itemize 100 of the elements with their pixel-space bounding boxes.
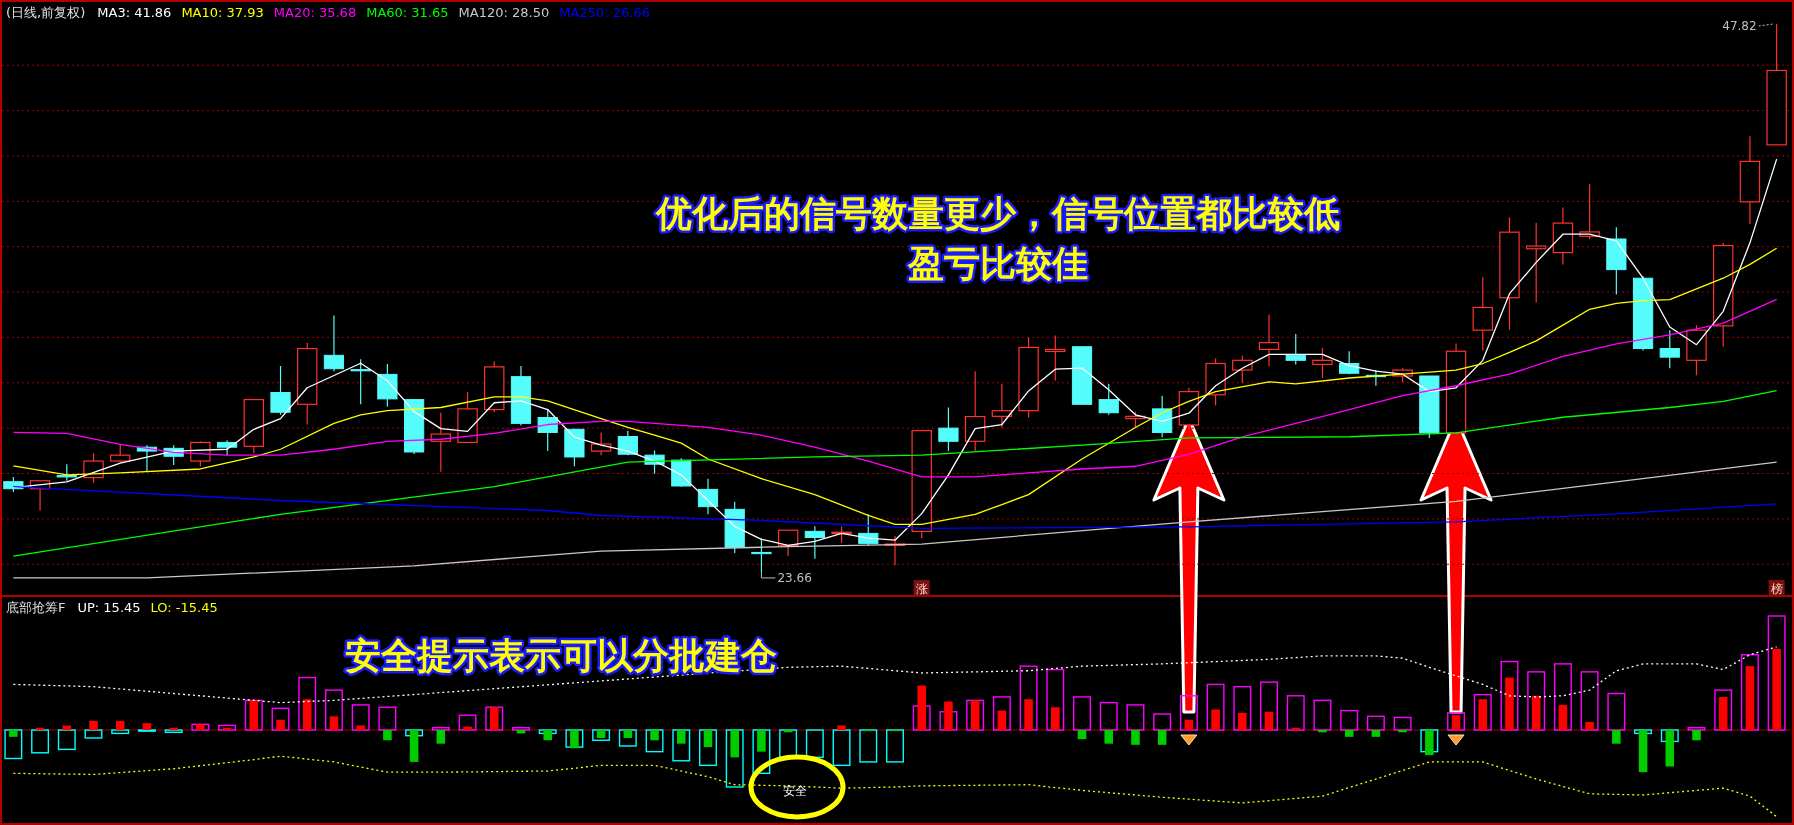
bar — [917, 685, 926, 730]
bar — [409, 730, 419, 762]
bar — [1420, 729, 1439, 753]
bar — [1745, 666, 1755, 730]
bar — [218, 724, 237, 731]
bar — [351, 704, 370, 731]
annotation: 涨 — [915, 582, 928, 596]
bar — [1527, 671, 1546, 731]
bar — [703, 730, 713, 748]
bar — [142, 723, 152, 730]
bar — [9, 730, 18, 737]
candlestick — [1232, 354, 1253, 384]
bar — [1473, 693, 1492, 731]
candlestick — [270, 365, 291, 416]
bar — [912, 705, 931, 731]
bar — [1344, 730, 1354, 737]
bar — [645, 729, 664, 753]
bar — [1238, 712, 1247, 730]
bar — [752, 729, 771, 775]
bar — [485, 706, 504, 731]
bar — [997, 710, 1007, 730]
text: LO: -15.45 — [150, 600, 218, 615]
bar — [672, 729, 691, 762]
candlestick — [1659, 329, 1680, 369]
bar — [1211, 709, 1220, 730]
bar — [1104, 730, 1114, 744]
candlestick — [537, 408, 558, 452]
bar — [805, 729, 824, 759]
candlestick — [938, 406, 959, 452]
bar — [164, 729, 183, 733]
bar — [944, 701, 953, 730]
bar — [1425, 730, 1434, 756]
bar — [1318, 730, 1327, 733]
bar — [115, 720, 125, 730]
candlestick — [991, 383, 1013, 429]
bar — [1585, 722, 1594, 730]
bar — [1184, 719, 1194, 730]
bar — [1687, 727, 1706, 731]
bar — [1531, 695, 1541, 730]
bar — [431, 727, 450, 731]
bar — [1638, 730, 1648, 773]
bar — [137, 729, 156, 732]
bar — [886, 729, 904, 763]
bar — [1500, 660, 1519, 731]
bar — [730, 730, 739, 758]
text: UP: 15.45 — [77, 600, 141, 615]
annotation: 安全 — [783, 784, 807, 798]
candlestick — [1525, 222, 1547, 304]
bar — [1077, 730, 1087, 740]
text: MA10: 37.93 — [181, 5, 264, 20]
text: MA250: 26.66 — [559, 5, 650, 20]
chart-title: (日线,前复权) — [6, 5, 86, 20]
bar — [169, 727, 178, 730]
bar — [89, 720, 98, 730]
bar — [939, 711, 958, 731]
bar — [111, 729, 130, 735]
bar — [757, 730, 766, 752]
bar — [1447, 712, 1466, 731]
bar — [383, 730, 392, 741]
bar — [1398, 730, 1407, 733]
bar — [31, 729, 50, 754]
bar — [859, 729, 878, 763]
bar — [1179, 695, 1198, 731]
bar — [84, 729, 103, 739]
annotation: 安全提示表示可以分批建仓 — [345, 635, 777, 676]
bar — [538, 729, 557, 735]
bar — [511, 727, 530, 731]
bar — [1371, 730, 1381, 737]
candlestick — [1285, 333, 1306, 366]
bar — [1099, 701, 1118, 731]
bar — [57, 729, 76, 751]
bar — [378, 706, 397, 731]
bar — [676, 730, 686, 744]
bar — [62, 725, 72, 730]
bar — [302, 699, 312, 730]
bar — [1019, 665, 1038, 731]
text: MA3: 41.86 — [97, 5, 172, 20]
candlestick — [1045, 335, 1066, 382]
bar — [324, 689, 343, 731]
bar — [1612, 730, 1621, 744]
bar — [1714, 689, 1733, 731]
bar — [1665, 730, 1675, 767]
bar — [1206, 683, 1225, 731]
bar — [699, 729, 717, 767]
bar — [329, 716, 339, 730]
candlestick — [617, 430, 638, 456]
bar — [244, 699, 263, 731]
bar — [436, 730, 446, 744]
bar — [837, 725, 846, 730]
bar — [1740, 654, 1759, 731]
candlestick — [1472, 276, 1493, 352]
bar — [1260, 681, 1279, 731]
bar — [1553, 663, 1572, 731]
bar — [1264, 711, 1274, 730]
bar — [356, 725, 365, 730]
bar — [1073, 696, 1091, 731]
bar — [966, 699, 985, 731]
bar — [191, 723, 210, 731]
bar — [298, 676, 317, 731]
bar — [1286, 695, 1305, 731]
